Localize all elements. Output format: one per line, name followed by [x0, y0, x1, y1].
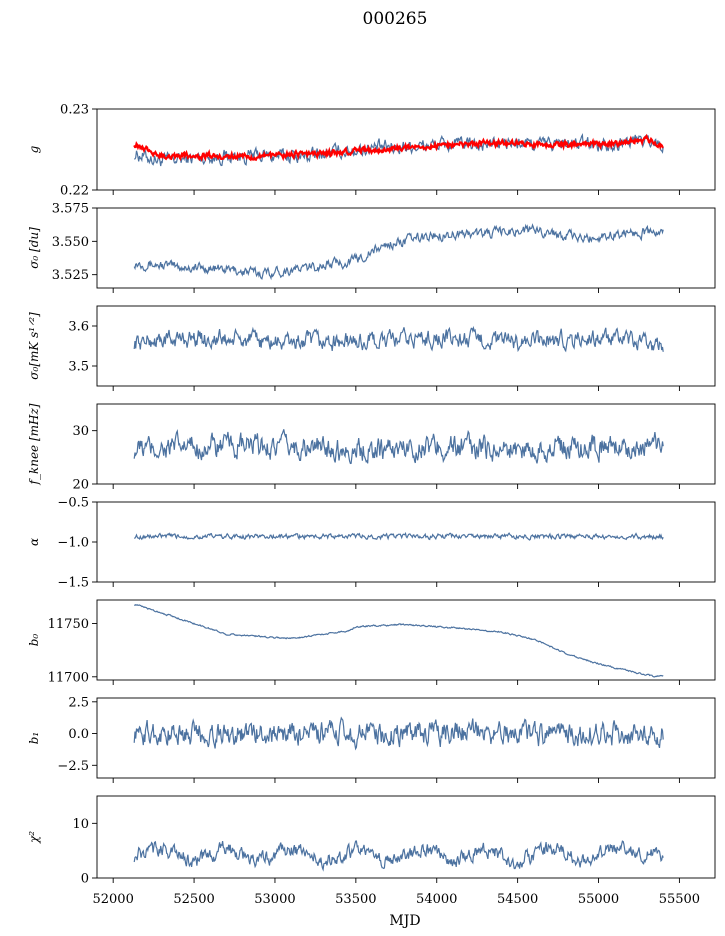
y-tick-label: −2.5 [57, 759, 89, 774]
x-tick-label: 55500 [659, 892, 700, 907]
series-line-g-0 [134, 133, 664, 167]
figure-title: 000265 [363, 9, 428, 29]
panel-g: 0.22 0.23 g [27, 103, 716, 199]
panel-b0: 11700 11750 b₀ [27, 599, 716, 685]
axes-frame-chi2 [96, 795, 716, 879]
panel-chi2: 0 10 χ² [27, 795, 716, 887]
y-tick-label: 3.525 [52, 268, 89, 283]
axes-frame-alpha [96, 501, 716, 583]
y-axis-label-sigma0du: σ₀ [du] [27, 227, 41, 269]
panel-sigma0mk: 3.5 3.6 σ₀[mK s¹ᐟ²] [27, 305, 716, 391]
y-tick-label: 10 [72, 817, 89, 832]
axes-frame-sigma0du [96, 207, 716, 289]
y-tick-label: −1.5 [57, 576, 89, 591]
axes-frame-b0 [96, 599, 716, 681]
series-line-g-1 [133, 133, 664, 163]
y-tick-label: 0.22 [60, 184, 89, 199]
y-tick-label: −0.5 [57, 496, 89, 511]
series-line-sigma0mk-0 [133, 325, 664, 353]
y-axis-label-b1: b₁ [27, 732, 41, 745]
y-tick-label: 3.6 [68, 320, 89, 335]
axes-frame-fknee [96, 403, 716, 485]
axes-frame-sigma0mk [96, 305, 716, 387]
x-tick-label: 55000 [578, 892, 619, 907]
x-axis-label: MJD [389, 913, 420, 929]
x-tick-label: 54000 [416, 892, 457, 907]
y-tick-label: 3.5 [68, 360, 89, 375]
series-line-fknee-0 [133, 429, 664, 465]
y-axis-label-sigma0mk: σ₀[mK s¹ᐟ²] [27, 312, 41, 380]
y-axis-label-chi2: χ² [27, 831, 41, 844]
axes-frame-b1 [96, 697, 716, 779]
x-tick-label: 53500 [335, 892, 376, 907]
x-tick-label: 52500 [173, 892, 214, 907]
y-tick-label: 0 [81, 872, 89, 887]
series-line-sigma0du-0 [133, 223, 664, 281]
panels-group: 0.22 0.23 g 3.525 3.550 3.575 σ₀ [du] 3.5 3.6 σ₀[… [27, 103, 716, 887]
series-line-chi2-0 [133, 840, 664, 872]
x-tick-label: 54500 [497, 892, 538, 907]
y-tick-label: 11750 [48, 617, 89, 632]
series-line-b1-0 [133, 716, 664, 751]
y-tick-label: 2.5 [68, 695, 89, 710]
panel-sigma0du: 3.525 3.550 3.575 σ₀ [du] [27, 202, 716, 293]
y-tick-label: 11700 [48, 670, 89, 685]
series-line-alpha-0 [134, 531, 664, 541]
y-axis-label-b0: b₀ [27, 634, 41, 647]
x-tick-label: 52000 [92, 892, 133, 907]
y-tick-label: 0.0 [68, 727, 89, 742]
y-tick-label: −1.0 [57, 536, 89, 551]
y-tick-label: 3.575 [52, 202, 89, 217]
panel-alpha: −1.5 −1.0 −0.5 α [27, 496, 716, 591]
y-axis-label-fknee: f_knee [mHz] [27, 403, 41, 485]
panel-b1: −2.5 0.0 2.5 b₁ [27, 695, 716, 783]
y-tick-label: 3.550 [52, 235, 89, 250]
series-line-b0-0 [133, 603, 664, 678]
y-tick-label: 0.23 [60, 103, 89, 118]
y-tick-label: 20 [72, 478, 89, 493]
y-axis-label-g: g [27, 145, 41, 153]
axes-frame-g [96, 108, 716, 191]
y-tick-label: 30 [72, 424, 89, 439]
panel-fknee: 20 30 f_knee [mHz] [27, 403, 716, 493]
y-axis-label-alpha: α [27, 538, 41, 546]
x-tick-labels: 52000 52500 53000 53500 54000 54500 55000 55500 [92, 892, 700, 907]
x-tick-label: 53000 [254, 892, 295, 907]
